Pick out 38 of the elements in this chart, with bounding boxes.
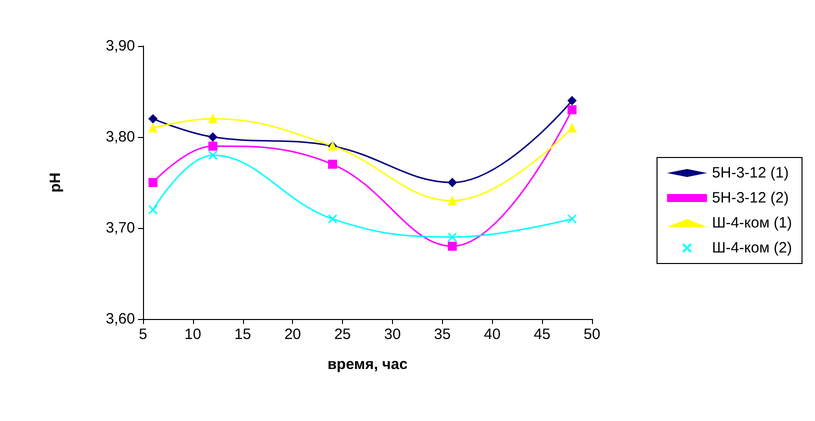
legend-label: 5Н-3-12 (1) — [712, 164, 789, 182]
point — [568, 96, 577, 106]
x-tick-label: 50 — [584, 326, 600, 343]
y-tick-label: 3,70 — [106, 220, 135, 236]
x-tick-label: 30 — [384, 326, 401, 343]
point — [568, 105, 577, 114]
point — [148, 205, 158, 215]
point — [208, 142, 218, 151]
x-tick-label: 5 — [138, 326, 148, 343]
x-axis-title: время, час — [327, 356, 408, 373]
point — [148, 178, 158, 187]
y-tick-label: 3,80 — [106, 128, 135, 146]
x-tick-label: 35 — [434, 326, 451, 343]
point — [448, 178, 457, 187]
x-tick-label: 45 — [534, 326, 550, 343]
point — [448, 196, 457, 206]
point — [328, 160, 338, 169]
point — [568, 123, 577, 132]
x-tick-label: 15 — [234, 326, 252, 343]
x-tick-label: 20 — [284, 326, 302, 343]
y-tick-label: 3,90 — [106, 38, 135, 54]
point — [148, 123, 158, 132]
point — [448, 232, 458, 242]
point — [208, 114, 218, 124]
point — [208, 132, 218, 142]
legend-label: 5Н-3-12 (2) — [712, 190, 789, 206]
x-tick-label: 25 — [334, 326, 351, 343]
y-axis-title: pH — [47, 172, 64, 192]
point — [328, 214, 338, 224]
legend-label: Ш-4-ком (1) — [712, 214, 792, 232]
point — [448, 242, 457, 251]
x-tick-label: 40 — [484, 326, 501, 343]
point — [208, 150, 218, 160]
point — [148, 114, 158, 124]
point — [567, 214, 577, 224]
x-tick-label: 10 — [184, 326, 202, 343]
legend-label: Ш-4-ком (2) — [712, 240, 792, 256]
y-tick-label: 3,60 — [106, 310, 135, 328]
